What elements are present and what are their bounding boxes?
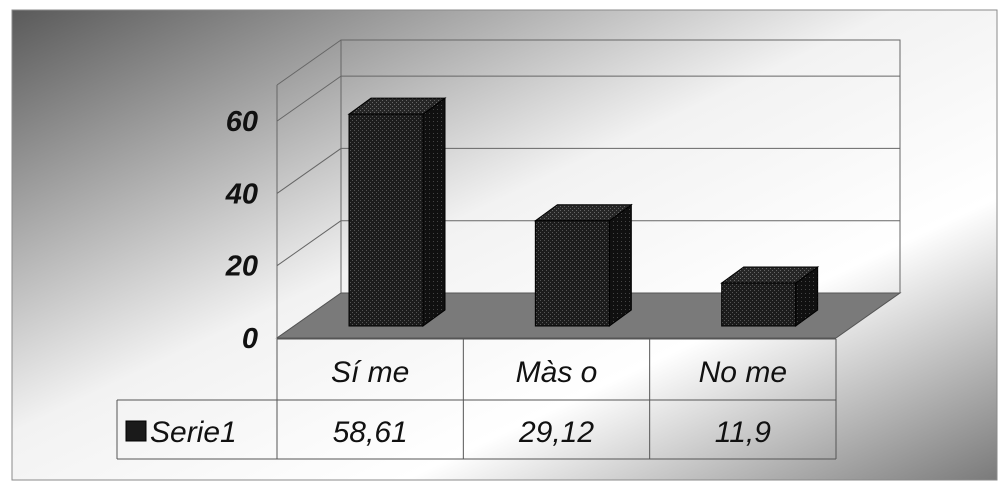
y-tick-label: 20: [225, 251, 258, 283]
bar: [347, 97, 447, 327]
side-wall-top-edge: [276, 39, 342, 86]
bar-side: [422, 97, 446, 327]
gridline-side: [276, 148, 342, 194]
bar: [533, 203, 633, 327]
bar: [720, 266, 820, 327]
gridline-side: [276, 220, 342, 267]
chart-background: [11, 9, 998, 481]
category-label: Màs o: [516, 356, 598, 389]
data-value-label: 11,9: [715, 416, 771, 449]
data-value-label: 29,12: [518, 416, 594, 449]
y-tick-label: 0: [242, 323, 258, 355]
y-tick-label: 60: [226, 106, 258, 138]
bars: [347, 97, 820, 327]
y-tick-label: 40: [225, 178, 258, 210]
y-axis-ticks: 0 20 40 60: [225, 106, 258, 355]
data-table: Sí me Màs o No me Serie1 58,61 29,12 11,9: [116, 338, 837, 460]
bar-front: [534, 220, 610, 327]
category-label: No me: [699, 356, 787, 389]
bar-front: [721, 282, 797, 327]
legend-swatch: [125, 420, 147, 442]
data-value-label: 58,61: [333, 416, 408, 449]
bar-front: [348, 113, 424, 327]
category-label: Sí me: [331, 356, 409, 389]
legend-label: Serie1: [150, 416, 237, 449]
gridline-side: [276, 75, 342, 122]
bar-side: [608, 203, 632, 327]
